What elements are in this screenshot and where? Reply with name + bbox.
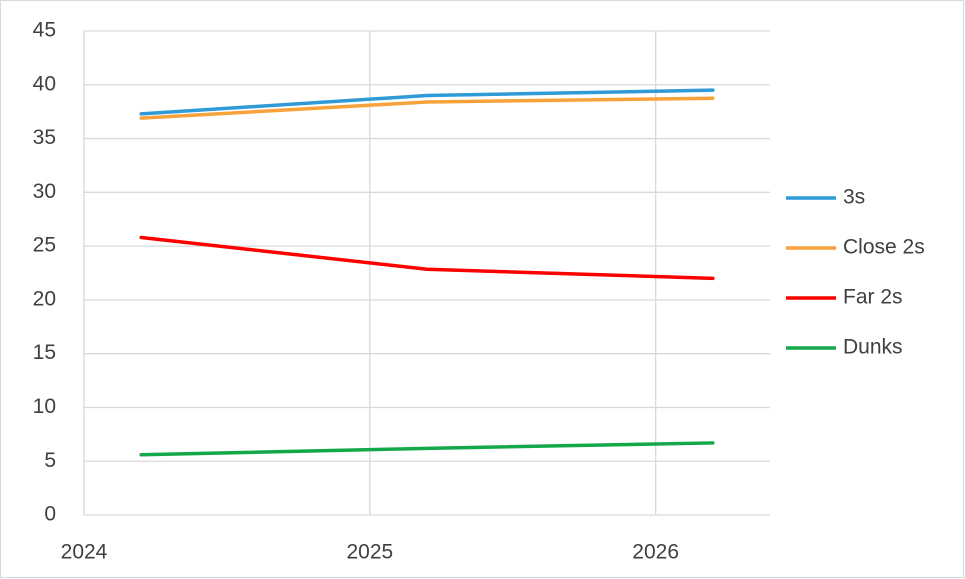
y-tick-label: 30 — [33, 180, 56, 203]
series-line — [139, 441, 715, 457]
y-tick-label: 45 — [33, 19, 56, 42]
x-tick-label: 2025 — [346, 541, 393, 564]
series-line — [139, 88, 715, 116]
y-tick-label: 20 — [33, 287, 56, 310]
legend-label: Dunks — [843, 336, 903, 359]
y-tick-label: 0 — [44, 503, 56, 526]
y-tick-label: 10 — [33, 395, 56, 418]
x-tick-label: 2024 — [61, 541, 108, 564]
y-tick-label: 40 — [33, 72, 56, 95]
y-tick-label: 15 — [33, 341, 56, 364]
x-tick-label: 2026 — [632, 541, 679, 564]
y-tick-label: 5 — [44, 449, 56, 472]
series-line — [139, 235, 715, 281]
y-tick-label: 25 — [33, 234, 56, 257]
series-line — [139, 96, 715, 120]
legend-label: Close 2s — [843, 236, 925, 259]
legend-label: 3s — [843, 186, 865, 209]
y-tick-label: 35 — [33, 126, 56, 149]
legend-label: Far 2s — [843, 286, 903, 309]
